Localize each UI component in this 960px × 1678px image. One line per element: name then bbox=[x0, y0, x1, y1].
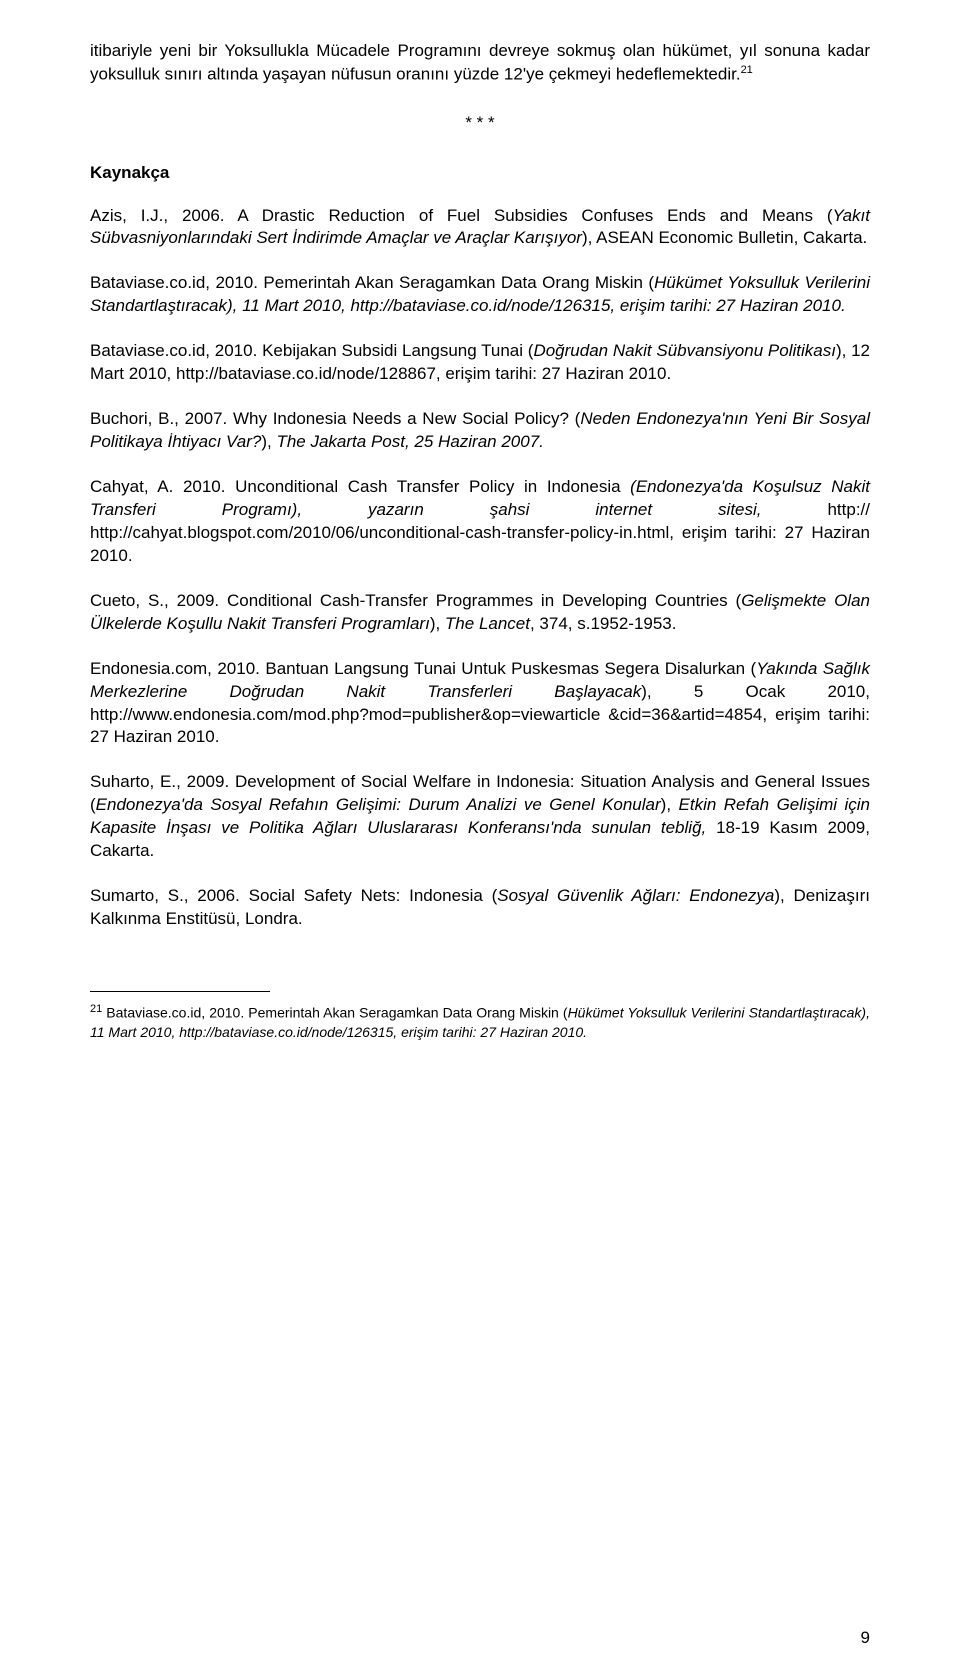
section-separator-stars: * * * bbox=[90, 113, 870, 133]
intro-text: itibariyle yeni bir Yoksullukla Mücadele… bbox=[90, 41, 870, 84]
document-page: itibariyle yeni bir Yoksullukla Mücadele… bbox=[0, 0, 960, 1678]
bibliography-heading: Kaynakça bbox=[90, 163, 870, 183]
reference-cahyat-2010: Cahyat, A. 2010. Unconditional Cash Tran… bbox=[90, 476, 870, 568]
footnote-21: 21 Bataviase.co.id, 2010. Pemerintah Aka… bbox=[90, 1002, 870, 1041]
reference-bataviase-2010a: Bataviase.co.id, 2010. Pemerintah Akan S… bbox=[90, 272, 870, 318]
intro-paragraph: itibariyle yeni bir Yoksullukla Mücadele… bbox=[90, 40, 870, 87]
reference-bataviase-2010b: Bataviase.co.id, 2010. Kebijakan Subsidi… bbox=[90, 340, 870, 386]
page-number: 9 bbox=[861, 1628, 870, 1648]
reference-suharto-2009: Suharto, E., 2009. Development of Social… bbox=[90, 771, 870, 863]
reference-cueto-2009: Cueto, S., 2009. Conditional Cash-Transf… bbox=[90, 590, 870, 636]
reference-endonesia-2010: Endonesia.com, 2010. Bantuan Langsung Tu… bbox=[90, 658, 870, 750]
footnote-separator bbox=[90, 991, 270, 992]
reference-buchori-2007: Buchori, B., 2007. Why Indonesia Needs a… bbox=[90, 408, 870, 454]
footnote-ref-21: 21 bbox=[741, 64, 753, 76]
reference-azis-2006: Azis, I.J., 2006. A Drastic Reduction of… bbox=[90, 205, 870, 251]
footnote-number: 21 bbox=[90, 1003, 102, 1015]
reference-sumarto-2006: Sumarto, S., 2006. Social Safety Nets: I… bbox=[90, 885, 870, 931]
